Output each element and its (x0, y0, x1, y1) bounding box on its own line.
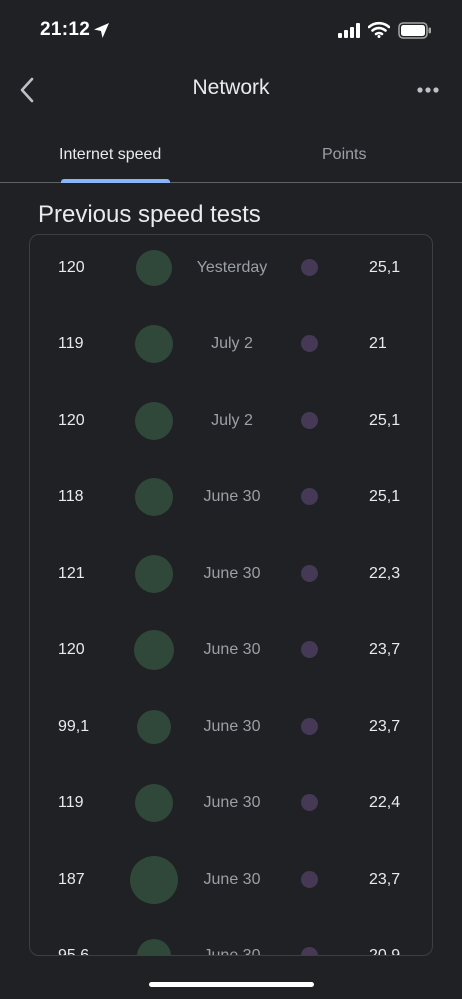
speed-test-row[interactable]: 120 July 2 25,1 (30, 388, 432, 464)
download-indicator-dot (137, 939, 171, 955)
upload-indicator-dot (301, 718, 318, 735)
battery-icon (398, 22, 431, 39)
tab-points[interactable]: Points (322, 146, 367, 163)
download-indicator-dot (136, 250, 172, 286)
upload-speed: 23,7 (369, 641, 401, 658)
home-indicator[interactable] (149, 982, 314, 987)
download-indicator-dot (135, 555, 173, 593)
download-speed: 119 (58, 335, 84, 352)
wifi-icon (368, 21, 390, 38)
test-date: Yesterday (196, 259, 268, 276)
upload-speed: 25,1 (369, 412, 401, 429)
upload-indicator-dot (301, 794, 318, 811)
location-arrow-icon (94, 23, 109, 38)
download-speed: 120 (58, 412, 85, 429)
download-speed: 99,1 (58, 718, 90, 735)
download-indicator-dot (135, 784, 173, 822)
section-title: Previous speed tests (38, 201, 261, 228)
download-indicator-dot (134, 630, 174, 670)
upload-indicator-dot (301, 259, 318, 276)
upload-speed: 22,4 (369, 794, 401, 811)
test-date: June 30 (203, 565, 261, 582)
more-horizontal-icon (417, 87, 439, 93)
download-indicator-dot (130, 856, 178, 904)
speed-test-row[interactable]: 121 June 30 22,3 (30, 541, 432, 617)
status-time: 21:12 (40, 19, 91, 40)
tab-selected-indicator (61, 179, 170, 183)
back-button[interactable] (10, 72, 46, 108)
download-indicator-dot (135, 325, 173, 363)
upload-speed: 23,7 (369, 718, 401, 735)
tab-internet-speed[interactable]: Internet speed (59, 146, 162, 163)
download-speed: 187 (58, 871, 85, 888)
tab-bar: Internet speed Points (0, 136, 462, 183)
speed-test-row[interactable]: 99,1 June 30 23,7 (30, 694, 432, 770)
speed-test-row[interactable]: 118 June 30 25,1 (30, 464, 432, 540)
download-indicator-dot (135, 478, 173, 516)
test-date: June 30 (203, 488, 261, 505)
upload-speed: 22,3 (369, 565, 401, 582)
test-date: June 30 (203, 947, 261, 956)
speed-test-row[interactable]: 120 June 30 23,7 (30, 617, 432, 693)
download-speed: 120 (58, 259, 85, 276)
app-bar: Network (0, 62, 462, 118)
test-date: June 30 (203, 794, 261, 811)
bottom-area (0, 958, 462, 999)
upload-indicator-dot (301, 412, 318, 429)
upload-speed: 23,7 (369, 871, 401, 888)
speed-test-row[interactable]: 187 June 30 23,7 (30, 847, 432, 923)
page-title: Network (192, 76, 270, 99)
upload-indicator-dot (301, 488, 318, 505)
speed-test-row[interactable]: 119 July 2 21 (30, 311, 432, 387)
speed-test-row[interactable]: 119 June 30 22,4 (30, 770, 432, 846)
speed-test-row[interactable]: 120 Yesterday 25,1 (30, 235, 432, 311)
chevron-left-icon (20, 77, 34, 103)
test-date: July 2 (211, 335, 253, 352)
upload-speed: 25,1 (369, 259, 401, 276)
test-date: June 30 (203, 718, 261, 735)
cellular-signal-icon (338, 23, 360, 38)
upload-indicator-dot (301, 335, 318, 352)
test-date: June 30 (203, 641, 261, 658)
download-speed: 119 (58, 794, 84, 811)
upload-indicator-dot (301, 565, 318, 582)
test-date: July 2 (211, 412, 253, 429)
download-speed: 118 (58, 488, 84, 505)
more-options-button[interactable] (410, 76, 446, 104)
upload-speed: 20,9 (369, 947, 401, 956)
speed-test-row[interactable]: 95,6 June 30 20,9 (30, 923, 432, 956)
download-speed: 121 (58, 565, 85, 582)
speed-tests-list[interactable]: 120 Yesterday 25,1 119 July 2 21 120 July 2 25,1… (29, 234, 433, 956)
status-bar: 21:12 (0, 0, 462, 62)
test-date: June 30 (203, 871, 261, 888)
upload-indicator-dot (301, 871, 318, 888)
download-speed: 95,6 (58, 947, 90, 956)
upload-indicator-dot (301, 641, 318, 658)
upload-speed: 25,1 (369, 488, 401, 505)
upload-speed: 21 (369, 335, 387, 352)
download-speed: 120 (58, 641, 85, 658)
download-indicator-dot (137, 710, 171, 744)
download-indicator-dot (135, 402, 173, 440)
upload-indicator-dot (301, 947, 318, 955)
